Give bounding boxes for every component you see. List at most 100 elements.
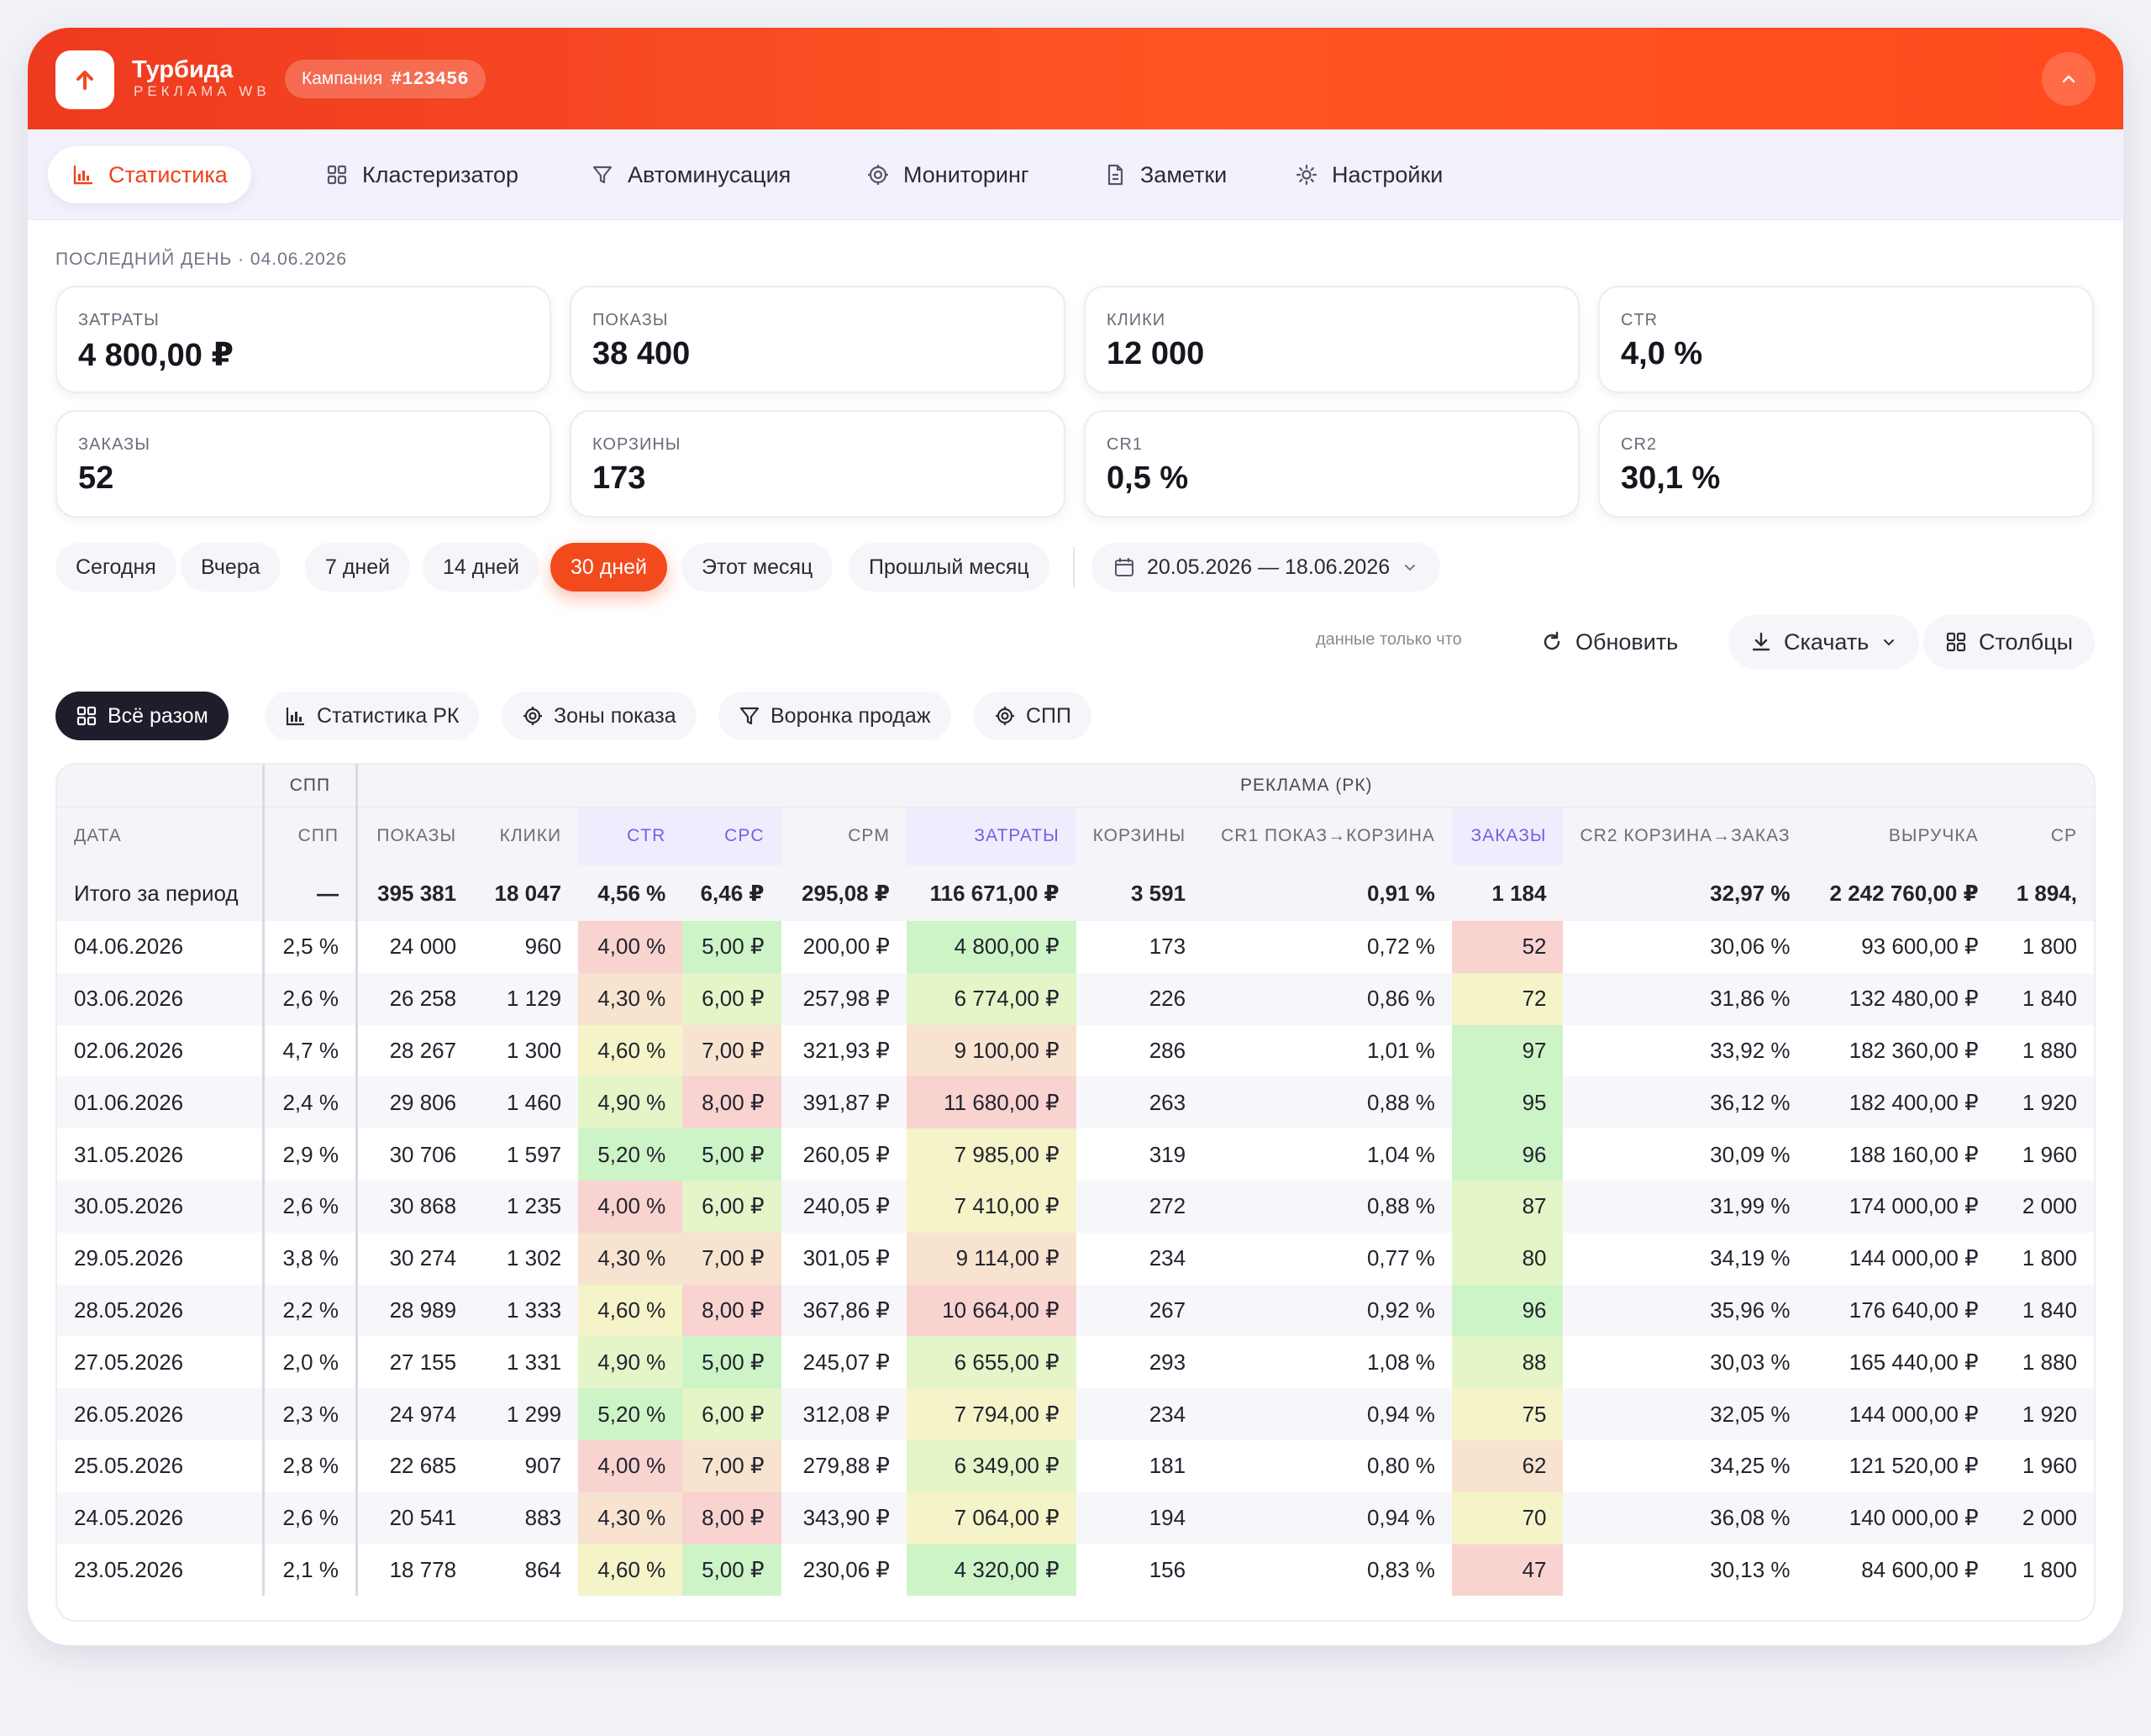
date-range-picker[interactable]: 20.05.2026 — 18.06.2026 <box>1091 543 1441 592</box>
tab-monitoring[interactable]: Мониторинг <box>843 146 1053 203</box>
segment-all[interactable]: Всё разом <box>55 692 229 740</box>
kpi-label: CTR <box>1621 311 1659 329</box>
table-cell: 30,09 % <box>1710 1141 1791 1167</box>
tab-autominus[interactable]: Автоминусация <box>567 146 814 203</box>
group-header-spp: СПП <box>261 765 358 807</box>
col-spp-header[interactable]: СПП <box>261 806 358 865</box>
table-row[interactable]: 01.06.2026 2,4 % 29 806 1 460 4,90 % 8,00 ₽39… <box>57 1076 2094 1129</box>
col-cp-header[interactable]: CP <box>1995 806 2094 865</box>
period-14-days[interactable]: 14 дней <box>423 543 540 592</box>
table-cell: 2,0 % <box>261 1336 358 1389</box>
campaign-badge[interactable]: Кампания #123456 <box>285 60 486 98</box>
table-cell: 97 <box>1451 1024 1564 1077</box>
tab-clusterizer[interactable]: Кластеризатор <box>302 146 542 203</box>
table-cell: 1 300 <box>506 1037 562 1063</box>
table-cell: 8,00 ₽ <box>682 1284 781 1337</box>
col-orders-header[interactable]: ЗАКАЗЫ <box>1451 806 1564 865</box>
table-cell: 5,00 ₽ <box>682 1336 781 1389</box>
table-cell: 140 000,00 ₽ <box>1807 1491 1996 1544</box>
table-cell: 4 800,00 ₽ <box>906 921 1076 973</box>
col-carts-header[interactable]: КОРЗИНЫ <box>1076 806 1203 865</box>
chevron-down-icon <box>1405 565 1416 571</box>
table-row[interactable]: 30.05.2026 2,6 % 30 868 1 235 4,00 % 6,00 ₽24… <box>57 1180 2094 1233</box>
col-cr2-header[interactable]: CR2 КОРЗИНА→ЗАКАЗ <box>1563 806 1807 865</box>
table-cell: 9 100,00 ₽ <box>906 1024 1076 1077</box>
kpi-value: 4 800,00 ₽ <box>78 338 234 373</box>
columns-button[interactable]: Столбцы <box>1923 615 2096 669</box>
table-cell: 4,90 % <box>578 1336 683 1389</box>
period-this-month[interactable]: Этот месяц <box>681 543 834 592</box>
total-cell: 18 047 <box>473 865 579 921</box>
table-cell: 70 <box>1451 1491 1564 1544</box>
table-row[interactable]: 24.05.2026 2,6 % 20 541 883 4,30 % 8,00 ₽343,… <box>57 1491 2094 1544</box>
tab-settings[interactable]: Настройки <box>1271 146 1466 203</box>
table-cell: 35,96 % <box>1563 1284 1807 1337</box>
tab-notes-label: Заметки <box>1140 161 1228 187</box>
table-cell: 34,19 % <box>1710 1245 1791 1271</box>
col-ctr-header[interactable]: CTR <box>578 806 683 865</box>
tab-notes[interactable]: Заметки <box>1080 146 1250 203</box>
period-today[interactable]: Сегодня <box>55 543 176 592</box>
period-last-month[interactable]: Прошлый месяц <box>849 543 1049 592</box>
kpi-card: CR1 0,5 % <box>1084 410 1580 518</box>
table-cell: 36,12 % <box>1563 1076 1807 1129</box>
period-7-days[interactable]: 7 дней <box>305 543 411 592</box>
table-cell: 7 985,00 ₽ <box>906 1128 1076 1181</box>
col-cpc-header[interactable]: CPC <box>682 806 781 865</box>
table-row[interactable]: 26.05.2026 2,3 % 24 974 1 299 5,20 % 6,00 ₽31… <box>57 1388 2094 1440</box>
segment-ad-stats[interactable]: Статистика РК <box>265 692 480 740</box>
period-yesterday[interactable]: Вчера <box>181 543 281 592</box>
col-clicks-header[interactable]: КЛИКИ <box>473 806 579 865</box>
col-cpm-header[interactable]: CPM <box>781 806 907 865</box>
table-row[interactable]: 02.06.2026 4,7 % 28 267 1 300 4,60 % 7,00 ₽ 32… <box>57 1024 2094 1077</box>
segment-funnel[interactable]: Воронка продаж <box>718 692 951 740</box>
table-row[interactable]: 31.05.2026 2,9 % 30 706 1 597 5,20 % 5,00 ₽ 26… <box>57 1128 2094 1181</box>
table-row[interactable]: 25.05.2026 2,8 % 22 685 907 4,00 % 7,00 ₽ 279,… <box>57 1439 2094 1492</box>
table-cell: 1,08 % <box>1366 1349 1435 1375</box>
kpi-label: ПОКАЗЫ <box>592 311 669 329</box>
tab-monitoring-label: Мониторинг <box>903 161 1029 187</box>
table-cell: 10 664,00 ₽ <box>906 1284 1076 1337</box>
period-30-days[interactable]: 30 дней <box>550 543 668 592</box>
table-cell: 20 541 <box>356 1491 474 1544</box>
table-cell: 31.05.2026 <box>74 1141 184 1167</box>
table-cell: 182 400,00 ₽ <box>1807 1076 1996 1129</box>
table-cell: 31,86 % <box>1563 972 1807 1025</box>
col-spend-header[interactable]: ЗАТРАТЫ <box>906 806 1076 865</box>
col-revenue-header[interactable]: ВЫРУЧКА <box>1807 806 1996 865</box>
table-row[interactable]: 29.05.2026 3,8 % 30 274 1 302 4,30 % 7,00 ₽ 30… <box>57 1232 2094 1285</box>
table-row[interactable]: 23.05.2026 2,1 % 18 778 864 4,60 % 5,00 ₽ 230,… <box>57 1544 2094 1597</box>
table-row[interactable]: 27.05.2026 2,0 % 27 155 1 331 4,90 % 5,00 ₽ 24… <box>57 1336 2094 1389</box>
collapse-button[interactable] <box>2042 52 2096 106</box>
kpi-value: 173 <box>592 460 646 496</box>
total-cell: Итого за период <box>57 865 264 921</box>
grid-icon <box>76 706 97 726</box>
table-row[interactable]: 04.06.2026 2,5 % 24 000 960 4,00 % 5,00 ₽ 200,… <box>57 921 2094 973</box>
table-cell: 319 <box>1149 1141 1186 1167</box>
table-cell: 2,3 % <box>261 1388 358 1440</box>
filter-icon <box>739 707 760 725</box>
segment-zones[interactable]: Зоны показа <box>502 692 697 740</box>
table-row[interactable]: 28.05.2026 2,2 % 28 989 1 333 4,60 % 8,00 ₽36… <box>57 1284 2094 1337</box>
download-button[interactable]: Скачать <box>1728 615 1920 669</box>
table-cell: 27.05.2026 <box>74 1349 184 1375</box>
col-date-header[interactable]: ДАТА <box>57 806 264 865</box>
table-row[interactable]: 03.06.2026 2,6 % 26 258 1 129 4,30 % 6,00 ₽25… <box>57 972 2094 1025</box>
col-impressions-header[interactable]: ПОКАЗЫ <box>356 806 474 865</box>
table-cell: 30 706 <box>389 1141 457 1167</box>
kpi-card: ЗАКАЗЫ 52 <box>55 410 551 518</box>
total-cell: — <box>261 865 358 921</box>
segment-spp[interactable]: СПП <box>974 692 1091 740</box>
chevron-up-icon <box>2062 75 2075 83</box>
stats-table: СПП РЕКЛАМА (РК) ДАТА СПП ПОКАЗЫ КЛИКИ CTR CP… <box>55 763 2096 1622</box>
table-cell: 3,8 % <box>261 1232 358 1285</box>
table-cell: 7 794,00 ₽ <box>906 1388 1076 1440</box>
tab-statistics[interactable]: Статистика <box>48 146 251 203</box>
col-cr1-header[interactable]: CR1 ПОКАЗ→КОРЗИНА <box>1202 806 1452 865</box>
arrow-up-icon <box>76 71 93 90</box>
table-cell: 2 000 <box>1995 1491 2094 1544</box>
table-cell: 257,98 ₽ <box>781 972 907 1025</box>
total-cell: 116 671,00 ₽ <box>906 865 1076 921</box>
table-cell: 03.06.2026 <box>57 972 264 1025</box>
refresh-button[interactable]: Обновить <box>1518 615 1700 669</box>
